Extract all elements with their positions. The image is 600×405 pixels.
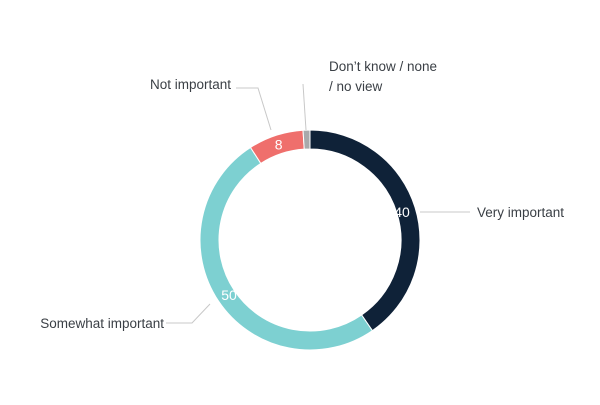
slice-somewhat-important: [199, 146, 374, 351]
slice-don-t-know-none-no-view: [302, 129, 311, 150]
slices-group: [199, 129, 421, 351]
slice-very-important: [309, 129, 421, 332]
leader-line: [236, 87, 272, 131]
category-label: / no view: [329, 79, 383, 94]
category-label: Somewhat important: [40, 316, 164, 331]
leader-lines-group: [166, 83, 470, 324]
labels-group: 40 Very important 50 Somewhat important 8 Not…: [40, 59, 564, 331]
value-label: 8: [275, 137, 283, 153]
category-label: Don’t know / none: [329, 59, 437, 74]
leader-line: [302, 83, 307, 131]
leader-line: [166, 303, 211, 324]
category-label: Very important: [477, 205, 564, 220]
category-label: Not important: [150, 77, 231, 92]
value-label: 50: [221, 287, 237, 303]
value-label: 40: [394, 204, 410, 220]
